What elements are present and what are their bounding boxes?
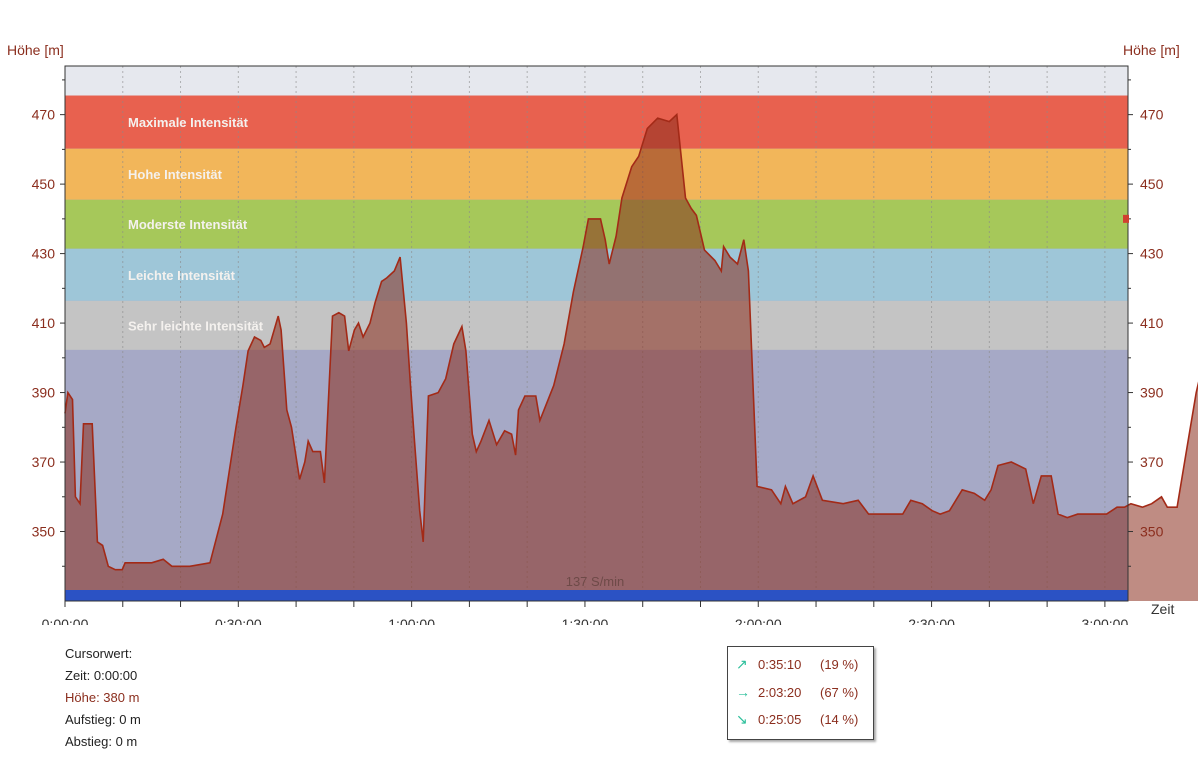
- cursor-ascent: Aufstieg: 0 m: [65, 712, 141, 727]
- intensity-zone: [65, 95, 1128, 149]
- stat-time: 2:03:20: [758, 685, 802, 700]
- arrow-up-right-icon: ↗: [736, 656, 748, 672]
- plot-border: [64, 65, 1129, 602]
- stat-row-ascent: ↗ 0:35:10 (19 %): [736, 655, 858, 673]
- x-tick-label: 0:00:00: [42, 616, 89, 625]
- stat-row-descent: ↘ 0:25:05 (14 %): [736, 710, 858, 728]
- elevation-line: [64, 112, 1198, 571]
- y-tick-label: 450: [32, 176, 56, 192]
- zone-label: Hohe Intensität: [128, 167, 223, 182]
- y-tick-label-right: 410: [1140, 315, 1164, 331]
- y-tick-label-right: 470: [1140, 107, 1164, 123]
- y-tick-label: 350: [32, 524, 56, 540]
- cursor-time: Zeit: 0:00:00: [65, 668, 138, 683]
- x-tick-label: 3:00:00: [1082, 616, 1129, 625]
- cadence-bar: [65, 590, 1128, 601]
- arrow-right-icon: →: [736, 684, 750, 700]
- plot-top-band: [65, 66, 1128, 96]
- gradient-stats-box: ↗ 0:35:10 (19 %) → 2:03:20 (67 %) ↘ 0:25:05 (1…: [727, 646, 874, 740]
- zone-label: Maximale Intensität: [128, 115, 249, 130]
- stat-percent: (14 %): [820, 712, 859, 727]
- stat-row-flat: → 2:03:20 (67 %): [736, 683, 858, 701]
- stat-percent: (19 %): [820, 657, 859, 672]
- zone-label: Leichte Intensität: [128, 268, 236, 283]
- x-tick-label: 0:30:00: [215, 616, 262, 625]
- x-tick-label: 1:30:00: [562, 616, 609, 625]
- y-tick-label-right: 450: [1140, 176, 1164, 192]
- y-tick-label-right: 370: [1140, 454, 1164, 470]
- cursor-info-panel: Cursorwert: Zeit: 0:00:00 Höhe: 380 m Au…: [65, 643, 141, 753]
- right-edge-marker: [1123, 214, 1129, 223]
- elevation-chart: Maximale Intensität Hohe Intensität Moders…: [32, 65, 1198, 625]
- x-axis-label: Zeit: [1151, 601, 1175, 617]
- cursor-descent: Abstieg: 0 m: [65, 734, 138, 749]
- x-tick-label: 2:30:00: [908, 616, 955, 625]
- stat-time: 0:25:05: [758, 712, 802, 727]
- cadence-label: 137 S/min: [566, 574, 625, 589]
- y-axis-label-left: Höhe [m]: [7, 42, 64, 58]
- stat-percent: (67 %): [820, 685, 859, 700]
- elevation-area: [65, 114, 1198, 601]
- stat-time: 0:35:10: [758, 657, 802, 672]
- x-tick-label: 2:00:00: [735, 616, 782, 625]
- arrow-down-right-icon: ↘: [736, 711, 748, 727]
- y-tick-label-right: 390: [1140, 385, 1164, 401]
- y-tick-label: 390: [32, 385, 56, 401]
- y-tick-label: 430: [32, 246, 56, 262]
- cursor-elevation: Höhe: 380 m: [65, 690, 140, 705]
- y-axis-label-right: Höhe [m]: [1123, 42, 1180, 58]
- zone-label: Sehr leichte Intensität: [128, 318, 264, 333]
- y-tick-label: 370: [32, 454, 56, 470]
- cursor-title: Cursorwert:: [65, 646, 133, 661]
- intensity-zone: [65, 148, 1128, 200]
- y-tick-label: 410: [32, 315, 56, 331]
- y-tick-label-right: 430: [1140, 246, 1164, 262]
- y-tick-label-right: 350: [1140, 524, 1164, 540]
- y-tick-label: 470: [32, 107, 56, 123]
- zone-label: Moderste Intensität: [128, 217, 248, 232]
- x-tick-label: 1:00:00: [388, 616, 435, 625]
